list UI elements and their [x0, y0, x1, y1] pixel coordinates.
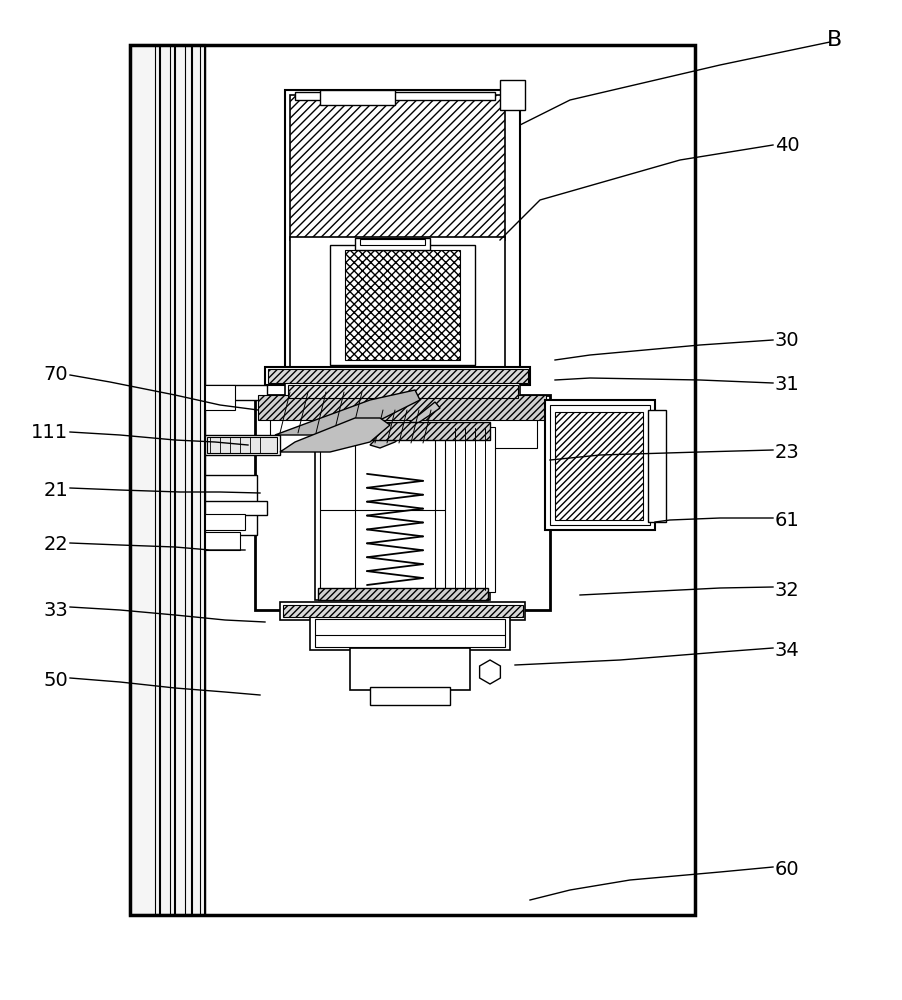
Bar	[254, 395, 549, 610]
Bar	[205, 385, 267, 400]
Bar	[319, 430, 484, 595]
Text: 30: 30	[774, 330, 799, 350]
Bar	[205, 501, 267, 515]
Text: 70: 70	[43, 365, 68, 384]
Bar	[205, 385, 235, 410]
Bar	[258, 395, 546, 420]
Bar	[270, 400, 350, 450]
Bar	[445, 427, 494, 592]
Bar	[285, 90, 520, 375]
Bar	[205, 532, 240, 550]
Text: 40: 40	[774, 136, 799, 155]
Bar	[549, 405, 649, 525]
Bar	[288, 385, 518, 398]
Text: 22: 22	[43, 536, 68, 554]
Text: 34: 34	[774, 640, 799, 660]
Bar	[130, 45, 695, 915]
Text: 111: 111	[31, 422, 68, 442]
Bar	[282, 605, 522, 617]
Bar	[315, 619, 504, 647]
Bar	[290, 95, 504, 240]
Bar	[315, 425, 490, 600]
Bar	[264, 367, 529, 385]
Bar	[295, 92, 494, 100]
Bar	[264, 397, 545, 455]
Polygon shape	[370, 402, 439, 448]
Bar	[285, 382, 520, 400]
Bar	[345, 250, 459, 360]
Text: 32: 32	[774, 580, 799, 599]
Bar	[360, 239, 425, 245]
Bar	[130, 45, 695, 915]
Bar	[280, 602, 524, 620]
Polygon shape	[275, 390, 419, 435]
Bar	[205, 475, 257, 535]
Text: 61: 61	[774, 510, 799, 530]
Text: 50: 50	[43, 670, 68, 690]
Bar	[352, 400, 537, 448]
Bar	[500, 80, 524, 110]
Polygon shape	[280, 418, 390, 452]
Text: 60: 60	[774, 860, 799, 880]
Bar	[130, 45, 205, 915]
Bar	[205, 514, 244, 530]
Bar	[309, 615, 510, 650]
Text: 21: 21	[43, 481, 68, 499]
Bar	[315, 422, 490, 440]
Bar	[319, 90, 394, 105]
Bar	[354, 238, 429, 250]
Bar	[205, 435, 280, 455]
Bar	[370, 687, 449, 705]
Bar	[648, 410, 666, 522]
Bar	[318, 588, 487, 600]
Bar	[350, 648, 469, 690]
Bar	[290, 237, 504, 372]
Text: B: B	[826, 30, 842, 50]
Bar	[268, 369, 528, 383]
Text: 31: 31	[774, 375, 799, 394]
Text: 33: 33	[43, 600, 68, 619]
Text: 23: 23	[774, 442, 799, 462]
Bar	[545, 400, 654, 530]
Polygon shape	[479, 660, 500, 684]
Bar	[207, 437, 277, 453]
Bar	[555, 412, 642, 520]
Bar	[329, 245, 474, 365]
